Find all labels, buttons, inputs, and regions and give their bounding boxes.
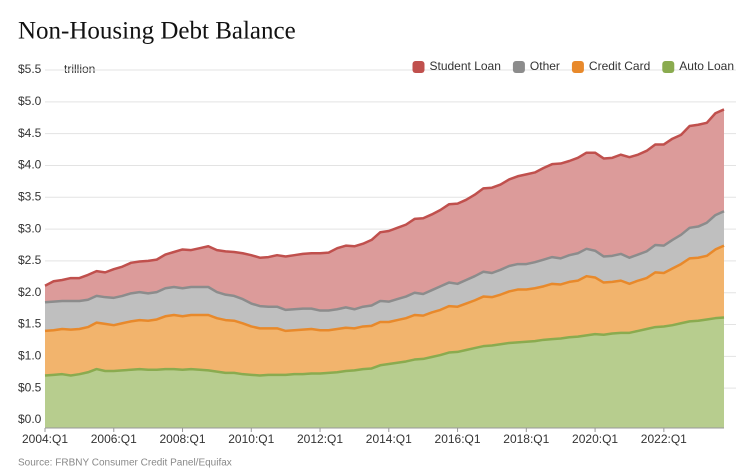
area xyxy=(45,245,724,376)
y-tick-label: $4.0 xyxy=(18,158,42,172)
y-tick-label: $2.0 xyxy=(18,285,42,299)
area xyxy=(45,317,724,428)
y-tick-label: $5.5 xyxy=(18,62,42,76)
legend-label: Auto Loan xyxy=(679,59,734,73)
legend-swatch xyxy=(571,61,584,73)
x-tick-label: 2004:Q1 xyxy=(22,432,68,446)
y-tick-label: $0.5 xyxy=(18,380,42,394)
x-tick-label: 2016:Q1 xyxy=(435,432,481,446)
y-tick-label: $2.5 xyxy=(18,253,42,267)
area-line xyxy=(44,108,725,287)
chart-title: Non-Housing Debt Balance xyxy=(18,18,296,45)
legend-swatch xyxy=(512,61,525,73)
x-tick-label: 2012:Q1 xyxy=(297,432,343,446)
legend-label: Student Loan xyxy=(430,59,501,73)
y-tick-label: $1.0 xyxy=(18,349,42,363)
x-tick-label: 2020:Q1 xyxy=(572,432,618,446)
y-tick-label: $4.5 xyxy=(18,126,42,140)
y-tick-label: $3.0 xyxy=(18,221,42,235)
area xyxy=(45,109,724,311)
x-tick-label: 2018:Q1 xyxy=(503,432,549,446)
x-tick-label: 2022:Q1 xyxy=(641,432,687,446)
legend-label: Credit Card xyxy=(589,59,650,73)
x-tick-label: 2008:Q1 xyxy=(159,432,205,446)
y-tick-label: $3.5 xyxy=(18,189,42,203)
x-tick-label: 2014:Q1 xyxy=(366,432,412,446)
area xyxy=(45,211,724,331)
y-tick-label: $5.0 xyxy=(18,94,42,108)
source: Source: FRBNY Consumer Credit Panel/Equi… xyxy=(18,458,232,469)
area-line xyxy=(44,210,725,312)
x-tick-label: 2006:Q1 xyxy=(91,432,137,446)
legend-label: Other xyxy=(530,59,560,73)
y-axis-label: trillion xyxy=(64,62,95,76)
y-tick-label: $0.0 xyxy=(18,412,42,426)
x-tick-label: 2010:Q1 xyxy=(228,432,274,446)
legend-swatch xyxy=(412,61,425,73)
y-tick-label: $1.5 xyxy=(18,317,42,331)
area-line xyxy=(44,244,725,333)
legend-swatch xyxy=(662,61,675,73)
area-line xyxy=(44,316,725,377)
